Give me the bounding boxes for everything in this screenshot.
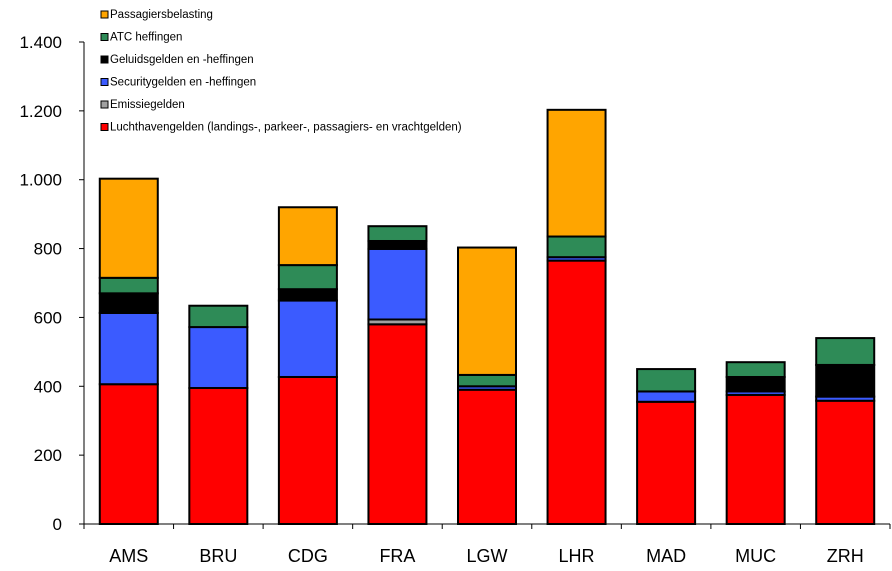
bar-segment [277, 299, 338, 378]
bar-segment [367, 239, 428, 250]
legend-swatch [100, 123, 109, 131]
legend-label: ATC heffingen [110, 32, 182, 44]
bar-stack-muc [725, 361, 786, 525]
legend: Passagiersbelasting ATC heffingen Geluidsg… [100, 9, 462, 134]
bar-segment [636, 390, 697, 403]
y-tick-label: 200 [34, 446, 62, 465]
bar-segment [725, 361, 786, 378]
y-tick-label: 0 [53, 515, 62, 534]
bar-segment [367, 225, 428, 242]
legend-label: Securitygelden en -heffingen [110, 77, 256, 89]
legend-swatch [100, 78, 109, 86]
legend-label: Emissiegelden [110, 99, 185, 111]
bar-segment [277, 206, 338, 267]
x-tick-label: AMS [109, 546, 148, 566]
bar-stack-bru [188, 304, 249, 525]
axes: 0 200 400 600 800 1.000 1.200 1.400 AMS BRU CDG FRA… [19, 33, 891, 566]
bar-segment [636, 368, 697, 393]
bar-stack-cdg [277, 206, 338, 525]
legend-label: Passagiersbelasting [110, 9, 213, 21]
bar-segment [457, 373, 517, 388]
x-tick-label: BRU [199, 546, 237, 566]
x-tick-label: ZRH [827, 546, 864, 566]
bar-segment [188, 326, 249, 390]
bar-segment [815, 337, 876, 366]
y-tick-label: 1.000 [19, 171, 62, 190]
bar-segment [367, 247, 428, 321]
bar-segment [98, 383, 159, 525]
bar-segment [98, 292, 159, 314]
bar-segment [815, 399, 876, 526]
bar-stack-zrh [815, 337, 876, 526]
bar-segment [277, 288, 338, 302]
bar-segment [725, 375, 786, 393]
bar-segment [98, 177, 159, 279]
x-tick-label: MUC [735, 546, 776, 566]
bar-segment [636, 400, 697, 525]
bar-stack-lgw [457, 246, 517, 525]
bar-segment [188, 304, 249, 329]
bars [98, 108, 876, 526]
bar-segment [367, 323, 428, 526]
bar-segment [546, 235, 607, 259]
legend-swatch [100, 10, 109, 19]
bar-stack-lhr [546, 108, 607, 525]
y-tick-label: 600 [34, 308, 62, 327]
x-tick-label: LHR [559, 546, 595, 566]
bar-segment [457, 246, 517, 376]
legend-label: Luchthavengelden (landings-, parkeer-, p… [110, 122, 462, 134]
bar-segment [277, 375, 338, 525]
x-tick-label: CDG [288, 546, 328, 566]
y-tick-label: 1.400 [19, 33, 62, 52]
bar-segment [98, 276, 159, 295]
bar-segment [725, 393, 786, 525]
x-tick-label: MAD [646, 546, 686, 566]
bar-stack-fra [367, 225, 428, 526]
bar-stack-mad [636, 368, 697, 525]
bar-segment [457, 388, 517, 525]
bar-segment [815, 363, 876, 398]
x-tick-label: LGW [466, 546, 507, 566]
legend-label: Geluidsgelden en -heffingen [110, 54, 254, 66]
x-tick-label: FRA [379, 546, 415, 566]
bar-segment [188, 387, 249, 525]
legend-swatch [100, 55, 109, 64]
bar-stack-ams [98, 177, 159, 525]
bar-segment [98, 311, 159, 386]
legend-swatch [100, 33, 109, 41]
y-tick-label: 400 [34, 377, 62, 396]
bar-segment [546, 259, 607, 525]
legend-swatch [100, 100, 109, 109]
y-tick-label: 800 [34, 240, 62, 259]
bar-segment [546, 108, 607, 238]
bar-segment [277, 264, 338, 291]
y-tick-label: 1.200 [19, 102, 62, 121]
